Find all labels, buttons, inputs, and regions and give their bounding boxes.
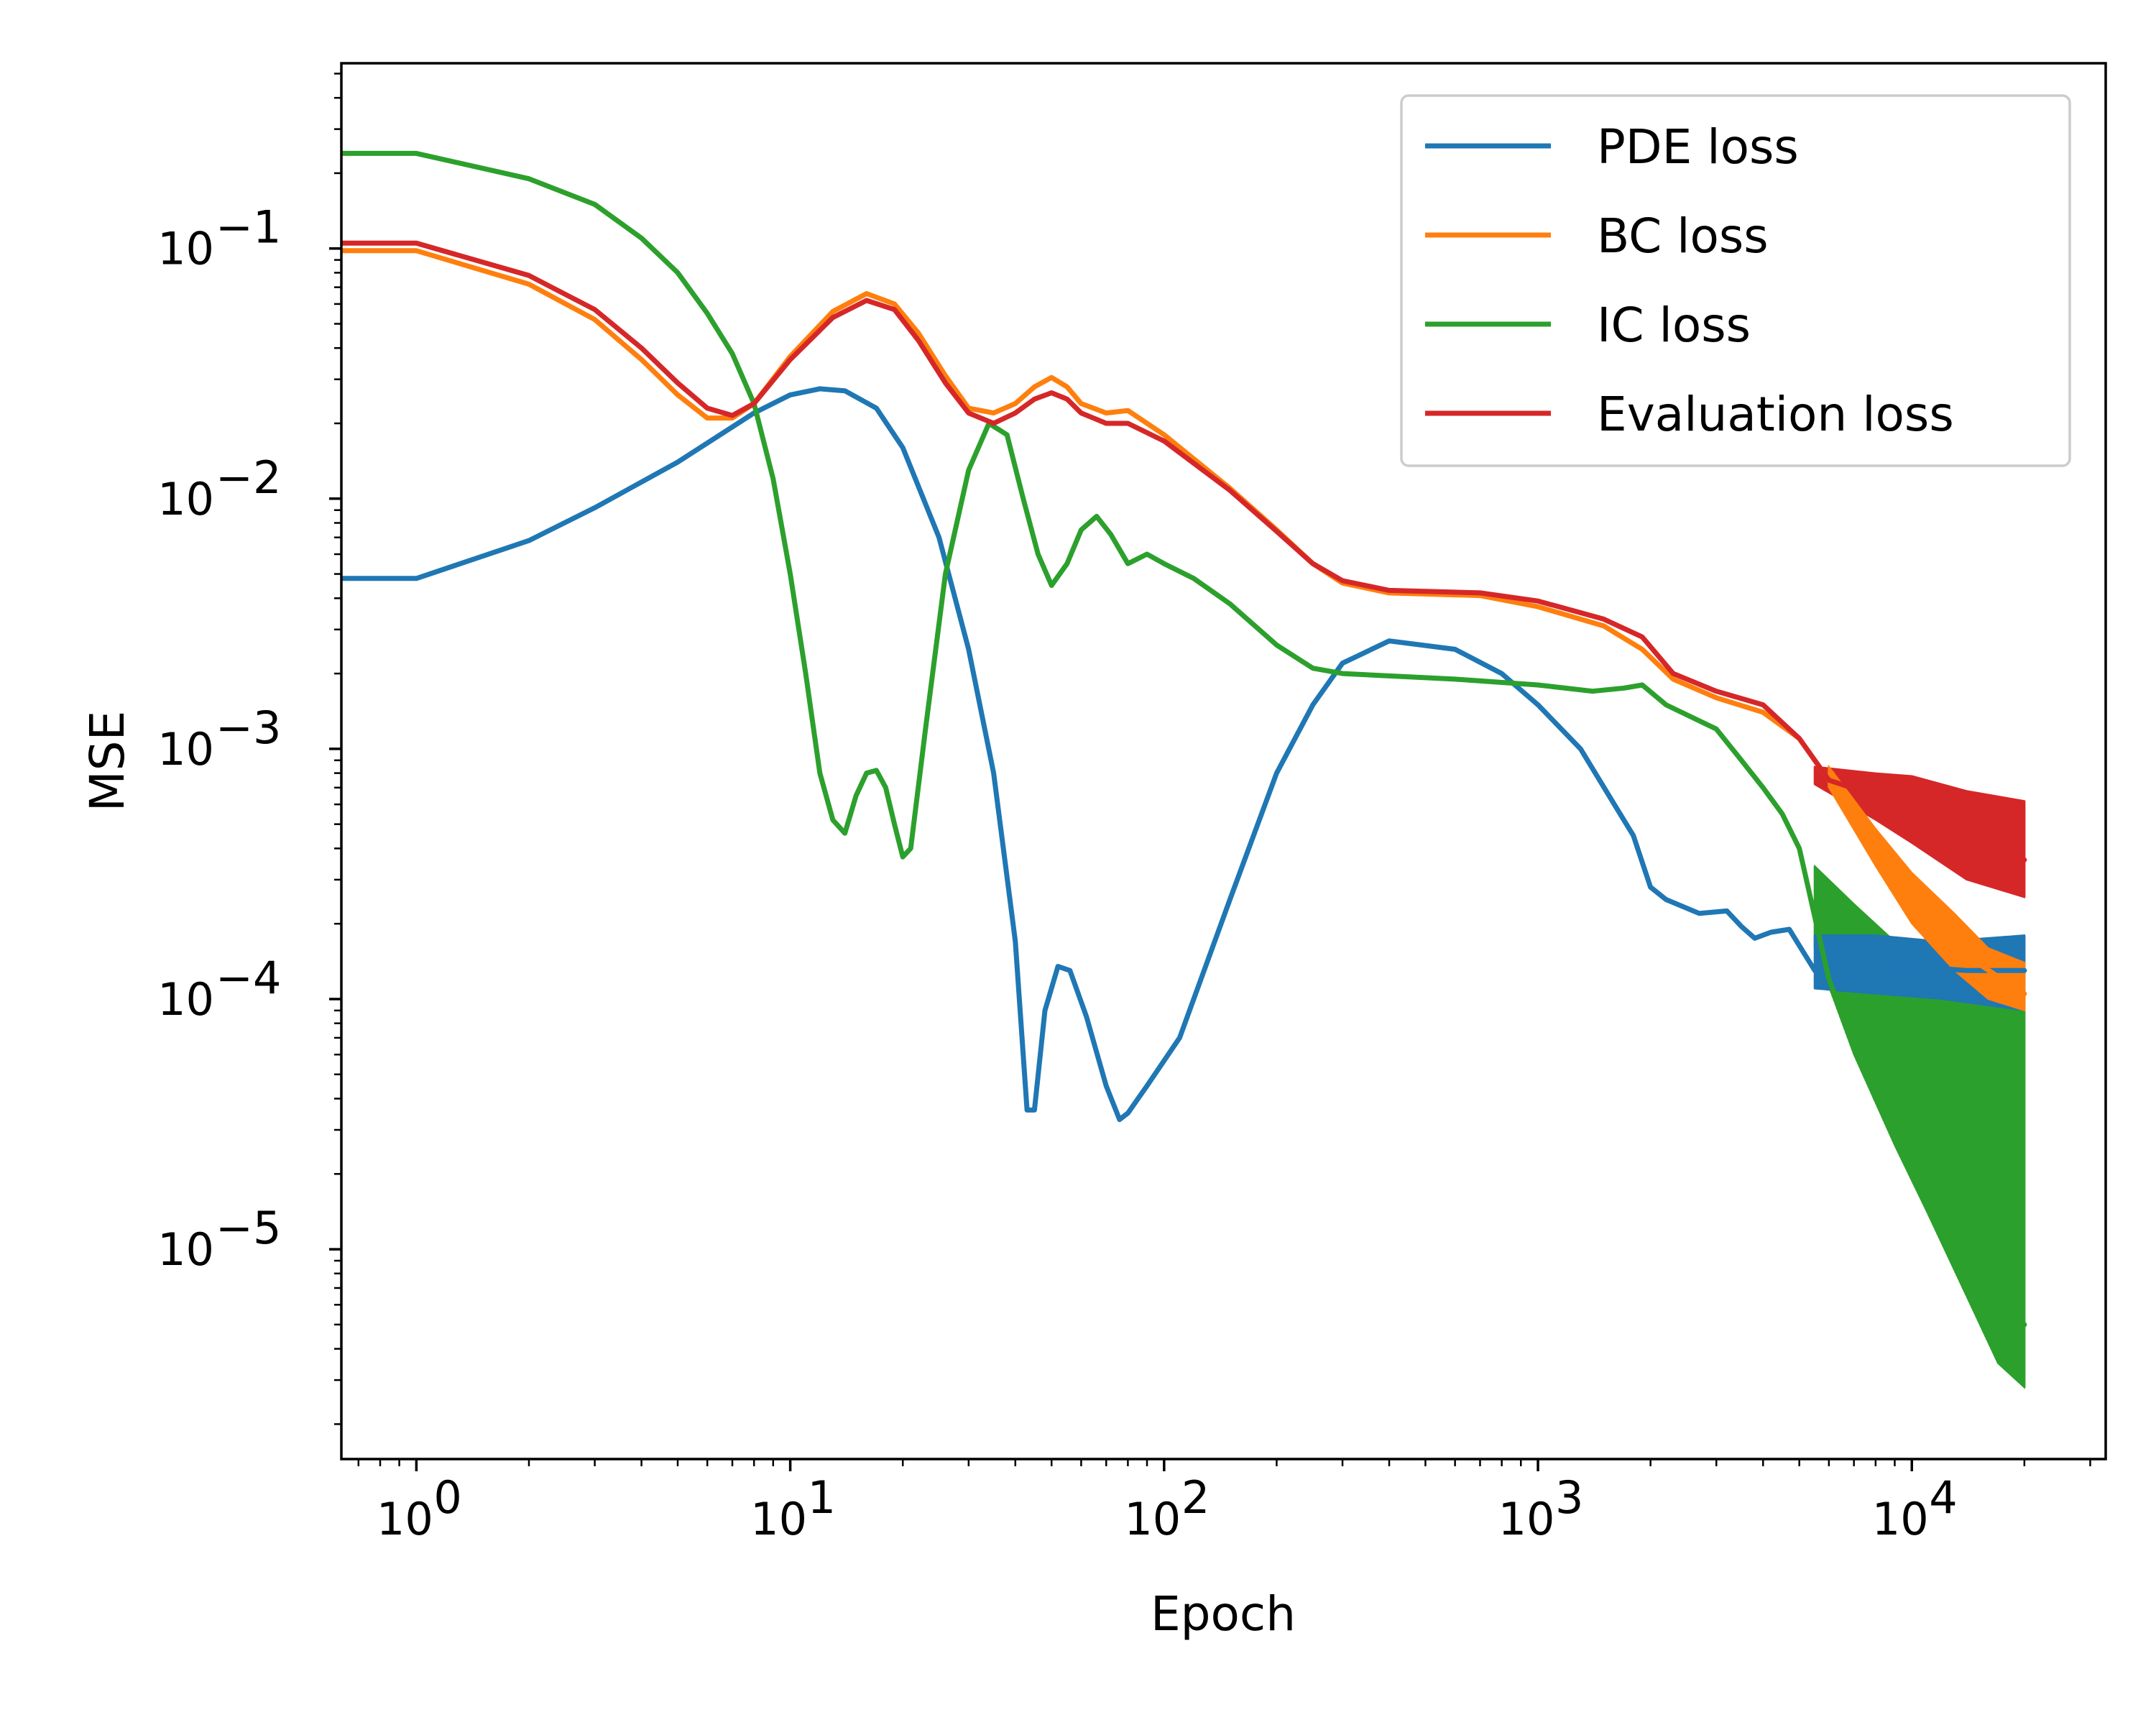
- y-tick-label: 10: [157, 223, 214, 275]
- y-tick-exponent: −5: [216, 1202, 281, 1254]
- x-axis-label: Epoch: [1151, 1586, 1296, 1642]
- series-line-pde-loss: [341, 386, 2027, 1123]
- series-line-ic-loss: [341, 150, 2027, 1328]
- y-axis-label: MSE: [80, 711, 135, 812]
- x-tick-exponent: 1: [808, 1471, 836, 1524]
- legend-label: IC loss: [1597, 298, 1751, 353]
- y-tick-label: 10: [157, 723, 214, 776]
- x-tick-exponent: 0: [433, 1471, 461, 1524]
- y-tick-exponent: −3: [216, 702, 281, 754]
- x-tick-label: 10: [377, 1493, 433, 1545]
- legend-box: [1400, 94, 2071, 467]
- series-line-bc-loss: [341, 248, 2027, 997]
- x-tick-label: 10: [750, 1493, 807, 1545]
- series-line-evaluation-loss: [341, 240, 2027, 862]
- legend-label: PDE loss: [1597, 119, 1799, 175]
- x-tick-exponent: 3: [1555, 1471, 1583, 1524]
- x-tick-exponent: 2: [1181, 1471, 1210, 1524]
- series-lines: [341, 150, 2027, 1328]
- y-tick-label: 10: [157, 1223, 214, 1276]
- x-tick-exponent: 4: [1929, 1471, 1957, 1524]
- legend-label: BC loss: [1597, 208, 1769, 264]
- legend-label: Evaluation loss: [1597, 387, 1954, 442]
- y-tick-label: 10: [157, 973, 214, 1026]
- plot-frame: [340, 62, 2107, 1460]
- y-tick-exponent: −4: [216, 952, 281, 1004]
- x-tick-label: 10: [1124, 1493, 1181, 1545]
- x-tick-label: 10: [1872, 1493, 1929, 1545]
- x-tick-label: 10: [1498, 1493, 1555, 1545]
- y-tick-label: 10: [157, 473, 214, 525]
- y-tick-exponent: −2: [216, 451, 281, 504]
- axis-ticks: 10 0 10 1 10 2 10 3 10 410 −110 −210 −310 −410 −5: [157, 73, 2091, 1545]
- y-tick-exponent: −1: [216, 201, 281, 254]
- legend: PDE loss BC loss IC loss Evaluation loss: [1400, 94, 2071, 467]
